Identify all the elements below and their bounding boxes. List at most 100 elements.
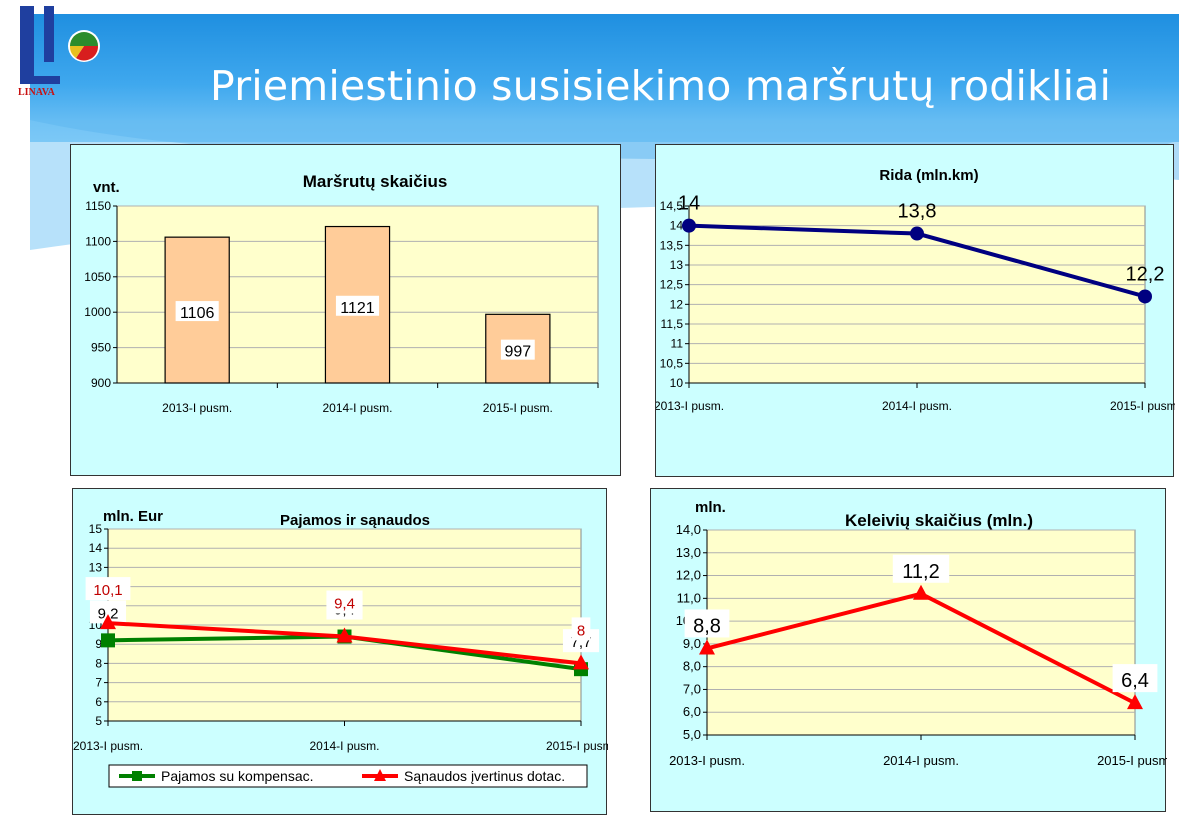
routes-chart-title: Maršrutų skaičius bbox=[303, 172, 448, 191]
mileage-data-label: 12,2 bbox=[1126, 263, 1165, 285]
passengers-ytick-label: 6,0 bbox=[683, 704, 701, 719]
passengers-point bbox=[913, 584, 929, 600]
passengers-point bbox=[699, 639, 715, 655]
income-xtick-label: 2015-I pusm. bbox=[546, 739, 608, 753]
income-ytick-label: 14 bbox=[89, 541, 103, 555]
mileage-ytick-label: 13,5 bbox=[660, 238, 684, 252]
passengers-xtick-label: 2013-I pusm. bbox=[669, 753, 745, 768]
income-point bbox=[336, 627, 353, 643]
mileage-point bbox=[682, 218, 696, 233]
mileage-ytick-label: 10,5 bbox=[660, 356, 684, 370]
routes-ytick-label: 950 bbox=[91, 341, 111, 355]
routes-xtick-label: 2014-I pusm. bbox=[322, 401, 392, 415]
income-legend-marker bbox=[132, 771, 142, 781]
mileage-xtick-label: 2015-I pusm. bbox=[1110, 399, 1175, 413]
linava-logo: LINAVA bbox=[18, 6, 100, 96]
passengers-data-label: 8,8 bbox=[693, 615, 721, 637]
passengers-chart-title: Keleivių skaičius (mln.) bbox=[845, 511, 1033, 530]
income-data-label: 9,2 bbox=[98, 605, 119, 622]
routes-xtick-label: 2013-I pusm. bbox=[162, 401, 232, 415]
mileage-ytick-label: 11 bbox=[671, 337, 684, 351]
income-legend-label: Pajamos su kompensac. bbox=[161, 768, 314, 784]
income-y-axis-label: mln. Eur bbox=[103, 508, 163, 525]
mileage-ytick-label: 12,5 bbox=[660, 278, 684, 292]
routes-bar-label-box bbox=[173, 299, 221, 324]
income-data-label: 8 bbox=[577, 622, 585, 639]
passengers-ytick-label: 14,0 bbox=[676, 522, 701, 537]
income-data-label-box bbox=[85, 577, 131, 601]
income-chart: 567891011121314152013-I pusm.2014-I pusm… bbox=[73, 508, 608, 788]
passengers-ytick-label: 8,0 bbox=[683, 659, 701, 674]
mileage-ytick-label: 14,5 bbox=[660, 199, 684, 213]
routes-bar-label: 1106 bbox=[180, 305, 215, 322]
routes-bar-label: 1121 bbox=[340, 300, 375, 317]
routes-chart-panel: 900 950 1000 1050 1100 1150 2013-I pusm. 2014-I… bbox=[70, 144, 621, 476]
routes-ytick-label: 1000 bbox=[84, 305, 111, 319]
income-data-label-box bbox=[571, 617, 591, 641]
income-ytick-label: 8 bbox=[95, 656, 102, 670]
mileage-chart-panel: 10 10,5 11 11,5 12 12,5 13 13,5 14 14,5 2013-I pus… bbox=[655, 144, 1175, 477]
passengers-chart: 5,06,07,08,09,010,011,012,013,014,02013-… bbox=[669, 499, 1167, 768]
income-legend bbox=[108, 764, 588, 788]
income-point bbox=[573, 654, 589, 670]
passengers-ytick-label: 12,0 bbox=[676, 568, 701, 583]
income-ytick-label: 15 bbox=[89, 522, 103, 536]
passengers-point bbox=[1127, 694, 1143, 710]
income-data-label: 9,4 bbox=[334, 596, 355, 613]
mileage-ytick-label: 12 bbox=[670, 297, 684, 311]
routes-ytick-label: 900 bbox=[91, 376, 111, 390]
income-legend-marker bbox=[374, 769, 386, 781]
routes-ytick-label: 1050 bbox=[84, 270, 111, 284]
mileage-ytick-label: 14 bbox=[670, 219, 684, 233]
mileage-xtick-label: 2013-I pusm. bbox=[656, 399, 724, 413]
routes-chart: 900 950 1000 1050 1100 1150 2013-I pusm. 2014-I… bbox=[84, 172, 599, 415]
mileage-chart-title: Rida (mln.km) bbox=[879, 167, 978, 184]
routes-bar-label: 997 bbox=[504, 344, 531, 361]
passengers-data-label-box bbox=[684, 609, 730, 638]
page-title: Priemiestinio susisiekimo maršrutų rodik… bbox=[210, 62, 1112, 110]
passengers-ytick-label: 7,0 bbox=[683, 681, 701, 696]
routes-bar-label-box bbox=[333, 293, 382, 318]
income-chart-panel: 567891011121314152013-I pusm.2014-I pusm… bbox=[72, 488, 608, 815]
mileage-ytick-label: 11,5 bbox=[661, 317, 684, 331]
passengers-xtick-label: 2014-I pusm. bbox=[883, 753, 959, 768]
routes-ytick-label: 1100 bbox=[85, 234, 111, 248]
income-point bbox=[100, 614, 116, 630]
income-xtick-label: 2013-I pusm. bbox=[73, 739, 143, 753]
income-ytick-label: 13 bbox=[89, 560, 103, 574]
passengers-chart-panel: 5,06,07,08,09,010,011,012,013,014,02013-… bbox=[650, 488, 1167, 812]
passengers-data-label-box bbox=[892, 554, 950, 583]
passengers-data-label: 6,4 bbox=[1121, 670, 1149, 692]
passengers-data-label-box bbox=[1112, 664, 1158, 693]
income-data-label-box bbox=[326, 590, 363, 614]
routes-xtick-label: 2015-I pusm. bbox=[483, 401, 553, 415]
mileage-point bbox=[910, 226, 924, 241]
mileage-ytick-label: 13 bbox=[670, 258, 684, 272]
mileage-data-label: 14 bbox=[678, 193, 700, 215]
passengers-ytick-label: 13,0 bbox=[676, 545, 701, 560]
mileage-ytick-label: 10 bbox=[670, 376, 684, 390]
passengers-y-axis-label: mln. bbox=[695, 499, 726, 516]
income-ytick-label: 6 bbox=[95, 695, 102, 709]
income-ytick-label: 9 bbox=[95, 637, 102, 651]
passengers-ytick-label: 9,0 bbox=[683, 636, 701, 651]
passengers-xtick-label: 2015-I pusm. bbox=[1097, 753, 1167, 768]
mileage-data-label: 13,8 bbox=[898, 201, 937, 223]
logo-text: LINAVA bbox=[18, 87, 56, 96]
routes-ytick-label: 1150 bbox=[85, 199, 111, 213]
income-ytick-label: 7 bbox=[95, 676, 102, 690]
passengers-data-label: 11,2 bbox=[902, 561, 939, 583]
mileage-point bbox=[1138, 289, 1152, 304]
mileage-xtick-label: 2014-I pusm. bbox=[882, 399, 952, 413]
income-legend-label: Sąnaudos įvertinus dotac. bbox=[404, 768, 565, 784]
income-point bbox=[101, 633, 115, 648]
routes-y-axis-label: vnt. bbox=[93, 179, 120, 196]
income-ytick-label: 5 bbox=[95, 714, 102, 728]
passengers-ytick-label: 5,0 bbox=[683, 727, 701, 742]
income-xtick-label: 2014-I pusm. bbox=[309, 739, 379, 753]
income-chart-title: Pajamos ir sąnaudos bbox=[280, 512, 430, 529]
routes-bar-label-box bbox=[498, 337, 537, 362]
passengers-ytick-label: 11,0 bbox=[677, 590, 701, 605]
income-data-label: 10,1 bbox=[93, 582, 122, 599]
